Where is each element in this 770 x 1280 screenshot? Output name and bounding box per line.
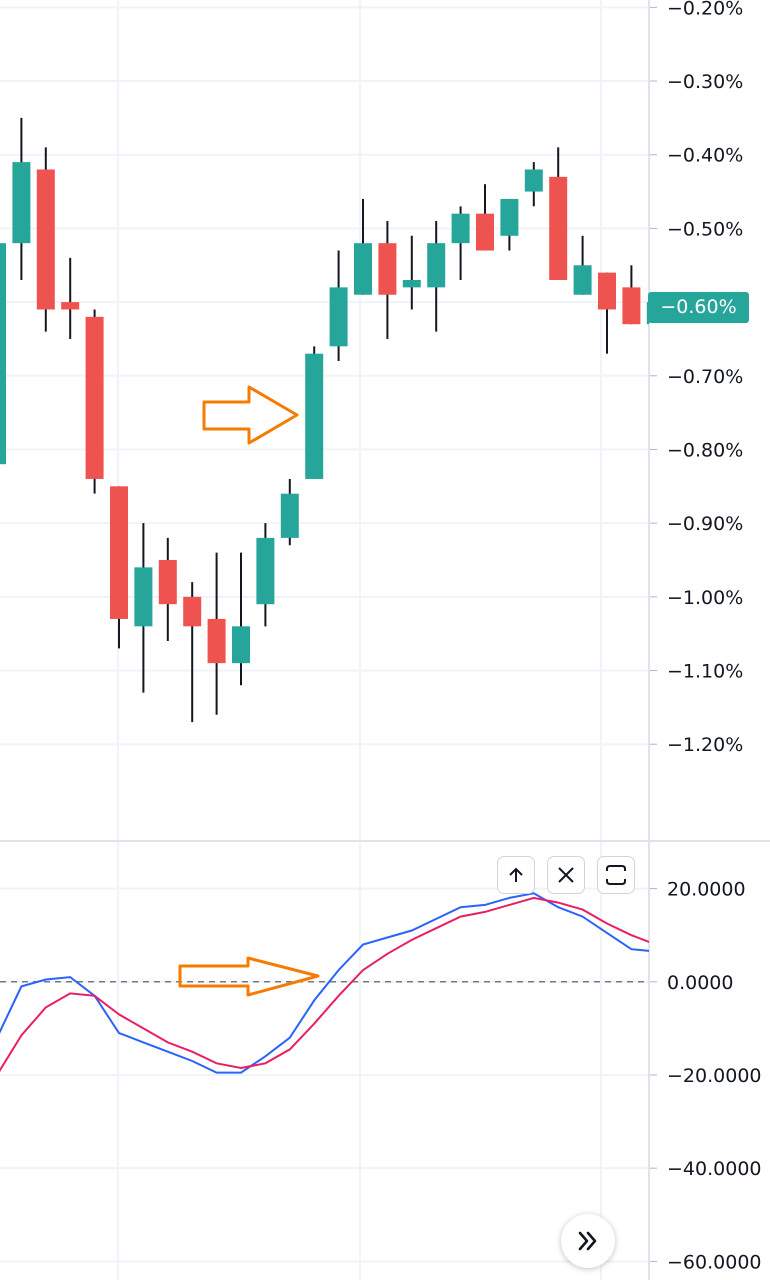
price-axis-tick-label: −0.40% (667, 145, 743, 167)
indicator-axis-tick-label: 20.0000 (667, 879, 746, 901)
price-axis-tick-label: −0.50% (667, 218, 743, 240)
candle-body (598, 272, 616, 310)
candle-body (524, 169, 543, 192)
close-icon (558, 867, 574, 883)
annotation-arrow-indicator (178, 956, 320, 997)
candle-body (329, 287, 348, 347)
candle-body (207, 618, 226, 664)
candle-body (646, 302, 649, 325)
candle-body (500, 198, 519, 236)
arrow-up-icon (509, 867, 523, 882)
indicator-axis-tick-label: −20.0000 (667, 1065, 762, 1087)
price-axis-tick-label: −1.00% (667, 587, 743, 609)
candle-body (232, 626, 250, 664)
price-axis-tick-label: −1.20% (667, 734, 743, 756)
close-pane-button[interactable] (547, 856, 585, 894)
candle-body (549, 176, 568, 280)
candle-body (622, 287, 641, 325)
candle-body (378, 243, 397, 295)
maximize-pane-button[interactable] (597, 856, 635, 894)
candles-group (0, 117, 649, 723)
candle-body (12, 162, 31, 244)
move-pane-up-button[interactable] (497, 856, 535, 894)
indicator-axis-tick-label: 0.0000 (667, 972, 733, 994)
price-axis-tick-label: −0.70% (667, 366, 743, 388)
candle-body (305, 353, 324, 479)
candle-body (476, 213, 494, 251)
candle-body (85, 316, 104, 479)
candle-body (427, 243, 446, 288)
candle-body (280, 493, 299, 538)
candle-body (183, 596, 202, 627)
indicator-axis-tick-label: −60.0000 (667, 1251, 762, 1273)
candle-body (451, 213, 470, 244)
candle-body (0, 243, 6, 465)
indicator-axis-tick-label: −40.0000 (667, 1158, 762, 1180)
indicator-lines-group (0, 892, 649, 1074)
price-axis-tick-label: −0.80% (667, 439, 743, 461)
maximize-icon (606, 865, 626, 885)
double-chevron-right-icon (578, 1231, 597, 1251)
price-axis-tick-label: −0.90% (667, 513, 743, 535)
annotation-arrow-price (202, 385, 299, 445)
candle-body (134, 567, 153, 627)
scroll-to-realtime-button[interactable] (561, 1214, 615, 1268)
signal-line (0, 896, 649, 1073)
candle-body (158, 560, 177, 605)
candle-body (256, 537, 275, 605)
price-axis-tick-label: −0.30% (667, 71, 743, 93)
candle-body (61, 302, 80, 310)
macd-line (0, 892, 649, 1074)
candle-body (110, 486, 128, 619)
last-price-label: −0.60% (648, 292, 749, 323)
candle-body (402, 280, 421, 288)
candle-body (36, 169, 55, 310)
candle-body (573, 265, 592, 295)
price-axis-tick-label: −1.10% (667, 661, 743, 683)
candle-body (354, 243, 372, 295)
price-axis-tick-label: −0.20% (667, 0, 743, 19)
